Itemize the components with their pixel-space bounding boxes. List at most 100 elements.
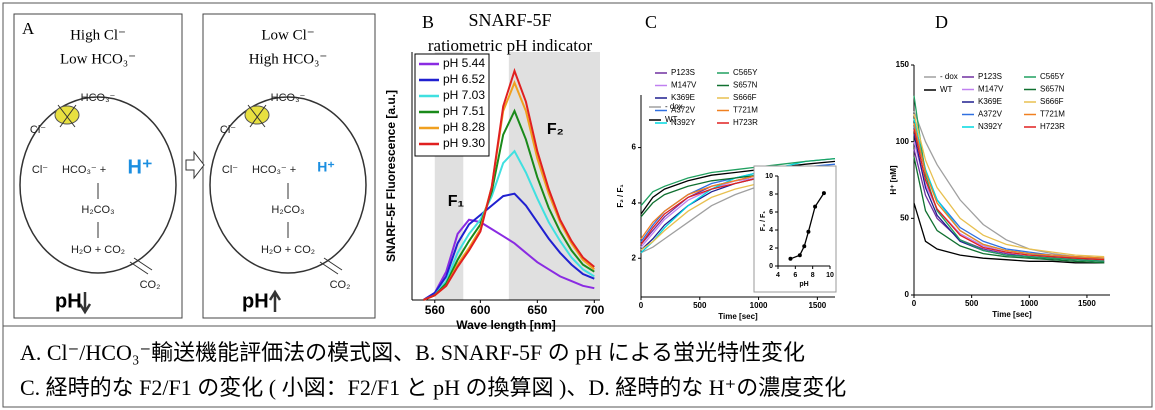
species: Cl⁻: [30, 124, 46, 136]
point: [788, 256, 793, 261]
legend-label: S666F: [733, 93, 757, 102]
panel-label: C: [645, 12, 657, 32]
series-line: [913, 110, 1105, 259]
series-line: [913, 129, 1105, 261]
legend-label: A372V: [978, 110, 1003, 119]
proton: H⁺: [128, 156, 153, 178]
arrows: [57, 104, 343, 315]
series-line: [913, 133, 1105, 262]
x-tick-label: 8: [811, 272, 815, 279]
species: CO₂: [330, 279, 351, 291]
legend-label: K369E: [671, 93, 695, 102]
legend-label: S657N: [733, 81, 758, 90]
series-line: [913, 123, 1105, 259]
point: [797, 253, 802, 258]
legend-label: C565Y: [1040, 72, 1065, 81]
y-tick-label: 50: [900, 213, 909, 222]
x-tick-label: 500: [693, 301, 707, 310]
x-tick-label: 1000: [1020, 299, 1038, 308]
x-axis-label: Wave length [nm]: [456, 318, 556, 332]
series-line: [423, 67, 595, 301]
legend-label: - dox: [940, 72, 958, 81]
species: HCO₃⁻ +: [252, 164, 296, 176]
species: Cl⁻: [32, 164, 48, 176]
panel-label: B: [422, 12, 434, 32]
cell: [19, 96, 177, 274]
legend-label: pH 9.30: [443, 136, 485, 150]
y-tick-label: 8: [769, 191, 773, 198]
point: [806, 229, 811, 234]
x-tick-label: 0: [912, 299, 917, 308]
series-line: [640, 157, 836, 207]
legend-label: pH 7.03: [443, 88, 485, 102]
x-axis-label: pH: [799, 281, 808, 288]
transporter: [54, 105, 80, 125]
legend-label: WT: [665, 115, 678, 124]
species: H₂CO₃: [271, 204, 304, 216]
legend-label: P123S: [978, 72, 1002, 81]
series-line: [913, 156, 1105, 264]
x-tick-label: 600: [470, 303, 490, 317]
legend-label: H723R: [1040, 122, 1065, 131]
series-line: [422, 218, 595, 301]
legend-label: A372V: [671, 106, 696, 115]
box: [13, 13, 183, 319]
y-axis-label: F₂ / F₁: [760, 211, 767, 231]
y-axis-label: SNARF-5F Fluorescence [a.u.]: [384, 90, 398, 262]
legend-label: pH 6.52: [443, 72, 485, 86]
species: Cl⁻: [220, 124, 236, 136]
legend-label: - dox: [665, 102, 683, 111]
legend-label: N392Y: [978, 122, 1003, 131]
condition: Low Cl⁻: [261, 27, 314, 43]
legend-label: S657N: [1040, 85, 1065, 94]
series-line: [913, 113, 1105, 258]
panel-label: A: [22, 19, 35, 38]
legend-label: pH 8.28: [443, 120, 485, 134]
legend-label: pH 7.51: [443, 104, 485, 118]
y-tick-label: 6: [769, 209, 773, 216]
y-tick-label: 4: [632, 198, 637, 207]
y-axis-label: H⁺ [nM]: [889, 165, 898, 194]
result: pH: [55, 290, 82, 312]
caption: C. 経時的な F2/F1 の変化 ( 小図：F2/F1 と pH の換算図 )…: [20, 375, 846, 400]
legend-label: K369E: [978, 97, 1002, 106]
x-axis-label: Time [sec]: [718, 312, 758, 321]
chart-subtitle: ratiometric pH indicator: [428, 36, 593, 55]
legend-label: T721M: [733, 106, 758, 115]
condition: High HCO₃⁻: [249, 51, 328, 67]
chart-title: SNARF-5F: [468, 10, 551, 30]
species: H₂O + CO₂: [261, 244, 315, 256]
series-line: [913, 202, 1105, 264]
inset-frame: [753, 165, 837, 293]
y-tick-label: 2: [769, 245, 773, 252]
x-tick-label: 700: [584, 303, 604, 317]
species: H₂O + CO₂: [71, 244, 125, 256]
legend-label: M147V: [978, 85, 1004, 94]
transporter: [244, 105, 270, 125]
x-tick-label: 500: [965, 299, 979, 308]
y-tick-label: 0: [905, 290, 910, 299]
region-label: F₂: [547, 121, 564, 138]
species: CO₂: [140, 279, 161, 291]
legend-label: T721M: [1040, 110, 1065, 119]
legend-label: N392Y: [671, 118, 696, 127]
y-tick-label: 0: [769, 263, 773, 270]
series-line: [913, 95, 1105, 262]
y-tick-label: 4: [769, 227, 773, 234]
point: [821, 191, 826, 196]
y-tick-label: 2: [632, 253, 637, 262]
x-tick-label: 0: [639, 301, 644, 310]
legend-label: WT: [940, 85, 953, 94]
species: HCO₃⁻: [81, 92, 116, 104]
y-tick-label: 100: [896, 137, 910, 146]
series-line: [423, 108, 595, 301]
x-tick-label: 6: [793, 272, 797, 279]
legend-label: pH 5.44: [443, 56, 485, 70]
y-axis-label: F₂ / F₁: [616, 184, 625, 208]
proton: H⁺: [317, 159, 335, 175]
x-tick-label: 10: [826, 272, 834, 279]
series-line: [913, 118, 1105, 261]
species: HCO₃⁻: [271, 92, 306, 104]
